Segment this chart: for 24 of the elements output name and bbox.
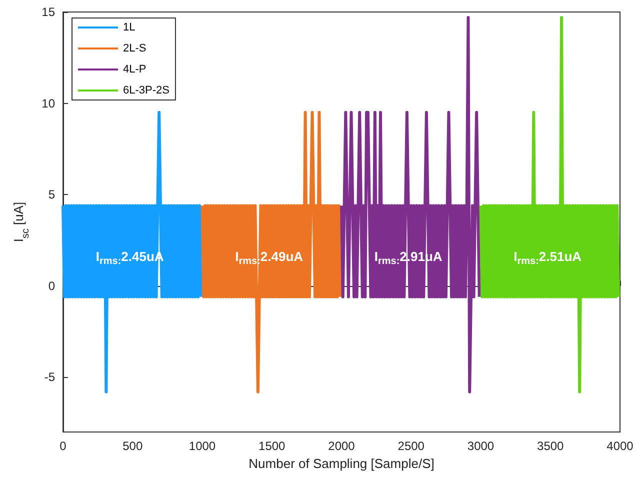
line-series [62, 110, 202, 394]
line-series [340, 16, 481, 394]
line-series [200, 110, 342, 394]
x-tick-label: 3000 [467, 439, 494, 453]
y-tick-label: -5 [44, 370, 56, 384]
legend-label: 2L-S [123, 42, 146, 54]
x-tick-label: 1000 [188, 439, 216, 453]
x-tick-label: 500 [122, 439, 143, 453]
y-tick-label: 0 [48, 278, 56, 293]
x-tick-label: 2000 [328, 439, 356, 453]
x-tick-label: 4000 [606, 439, 634, 453]
y-tick-label: 15 [42, 5, 56, 19]
x-tick-label: 1500 [258, 439, 286, 453]
x-tick-label: 0 [60, 439, 67, 453]
legend-label: 1L [123, 22, 136, 34]
x-tick-label: 3500 [537, 439, 564, 453]
line-series [479, 16, 620, 394]
legend-label: 6L-3P-2S [123, 84, 170, 96]
x-tick-label: 2500 [398, 439, 425, 453]
y-tick-label: 10 [42, 96, 56, 110]
x-axis-title: Number of Sampling [Sample/S] [248, 456, 434, 471]
legend-label: 4L-P [123, 64, 146, 76]
y-tick-label: 5 [48, 188, 56, 202]
y-axis-title: Isc [uA] [10, 202, 32, 242]
